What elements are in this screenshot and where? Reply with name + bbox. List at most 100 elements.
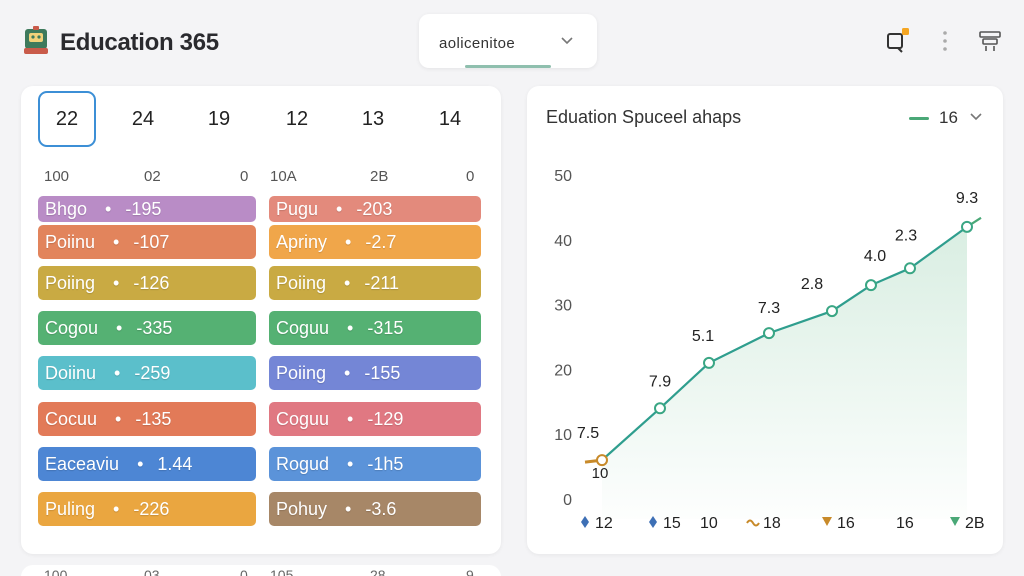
pill-separator: • xyxy=(347,454,354,474)
pill-name: Pohuy xyxy=(276,499,328,519)
chart-title: Eduation Spuceel ahaps xyxy=(546,107,742,127)
column-header: 03 xyxy=(144,567,160,576)
pill-separator: • xyxy=(336,199,343,219)
pill-name: Poiinu xyxy=(45,232,96,252)
settings-icon[interactable] xyxy=(978,28,1002,54)
dropdown-underline xyxy=(465,65,551,68)
legend-label: 16 xyxy=(939,108,958,127)
column-header: 2B xyxy=(370,168,389,185)
pill-value: -203 xyxy=(356,199,393,219)
column-header: 9 xyxy=(466,567,474,576)
data-label: 2.8 xyxy=(801,276,823,293)
data-pill[interactable]: Coguu • -315 xyxy=(269,311,481,345)
data-point xyxy=(654,402,666,415)
data-pill[interactable]: Coguu • -129 xyxy=(269,402,481,436)
y-tick-label: 20 xyxy=(554,362,572,379)
data-pill[interactable]: Cogou • -335 xyxy=(38,311,256,345)
pill-value: -2.7 xyxy=(365,232,397,252)
number-tab-2[interactable]: 24 xyxy=(131,108,155,130)
data-pill[interactable]: Rogud • -1h5 xyxy=(269,447,481,481)
y-tick-label: 10 xyxy=(554,427,572,444)
legend-value: 16 xyxy=(837,515,855,532)
data-pill[interactable]: Eaceaviu • 1.44 xyxy=(38,447,256,481)
legend-marker xyxy=(746,519,760,527)
logo-icon xyxy=(24,26,48,54)
data-point xyxy=(703,356,715,369)
legend-marker xyxy=(581,516,589,528)
y-tick-label: 50 xyxy=(554,168,572,185)
pill-name: Cocuu xyxy=(45,409,98,429)
legend-value: 18 xyxy=(763,515,781,532)
data-pill[interactable]: Doiinu • -259 xyxy=(38,356,256,390)
pill-value: -335 xyxy=(136,318,173,338)
column-header: 100 xyxy=(44,168,70,185)
data-pill[interactable]: Cocuu • -135 xyxy=(38,402,256,436)
data-pill[interactable]: Poiing • -155 xyxy=(269,356,481,390)
pill-separator: • xyxy=(114,363,121,383)
data-pill[interactable]: Poiing • -126 xyxy=(38,266,256,300)
data-point xyxy=(596,454,608,467)
series-dropdown[interactable]: 16 xyxy=(909,106,989,130)
pill-name: Puling xyxy=(45,499,96,519)
data-point xyxy=(763,327,775,340)
data-label: 5.1 xyxy=(692,328,714,345)
column-header: 100 xyxy=(44,567,68,576)
data-point xyxy=(826,305,838,318)
pill-value: -1h5 xyxy=(367,454,404,474)
pill-name: Rogud xyxy=(276,454,330,474)
pill-value: -259 xyxy=(134,363,171,383)
number-tab-3[interactable]: 19 xyxy=(207,108,231,130)
pill-separator: • xyxy=(345,499,352,519)
legend-value: 12 xyxy=(595,515,613,532)
data-pill[interactable]: Puling • -226 xyxy=(38,492,256,526)
more-vertical-icon[interactable] xyxy=(933,28,957,54)
number-tab-1[interactable]: 22 xyxy=(38,91,96,147)
data-pill[interactable]: Apriny • -2.7 xyxy=(269,225,481,259)
pill-separator: • xyxy=(105,199,112,219)
pill-separator: • xyxy=(116,318,123,338)
app-title: Education 365 xyxy=(60,29,219,56)
pill-separator: • xyxy=(347,409,354,429)
pill-separator: • xyxy=(115,409,122,429)
number-tab-4[interactable]: 12 xyxy=(285,108,309,130)
pill-separator: • xyxy=(345,232,352,252)
data-pill[interactable]: Pugu • -203 xyxy=(269,196,481,222)
area-fill xyxy=(602,226,967,519)
legend-value: 16 xyxy=(896,515,914,532)
pill-separator: • xyxy=(113,232,120,252)
pill-name: Poiing xyxy=(45,273,96,293)
data-point xyxy=(961,220,973,233)
pill-name: Coguu xyxy=(276,409,330,429)
number-tab-5[interactable]: 13 xyxy=(361,108,385,130)
column-header: 0 xyxy=(466,168,475,185)
data-pill[interactable]: Bhgo • -195 xyxy=(38,196,256,222)
pill-value: -155 xyxy=(364,363,401,383)
data-pill[interactable]: Poiinu • -107 xyxy=(38,225,256,259)
pill-value: -135 xyxy=(135,409,172,429)
pill-name: Cogou xyxy=(45,318,99,338)
pill-separator: • xyxy=(344,363,351,383)
chart-panel: 50 40 30 20 10 0 7.5 7.9 5.1 7.3 2.8 4.0 2.3 9.3 10 12 1… xyxy=(527,86,1003,554)
pill-separator: • xyxy=(344,273,351,293)
pill-name: Poiing xyxy=(276,363,327,383)
y-tick-label: 40 xyxy=(554,233,572,250)
pill-value: -315 xyxy=(367,318,404,338)
chevron-down-icon xyxy=(561,37,573,45)
legend-marker xyxy=(649,516,657,528)
line-chart: 50 40 30 20 10 0 7.5 7.9 5.1 7.3 2.8 4.0 2.3 9.3 10 12 1… xyxy=(554,168,984,532)
pill-name: Bhgo xyxy=(45,199,88,219)
dropdown-label: aolicenitoe xyxy=(439,35,516,52)
data-label: 7.5 xyxy=(577,425,599,442)
view-dropdown[interactable]: aolicenitoe xyxy=(419,14,597,68)
pill-separator: • xyxy=(137,454,144,474)
number-tab-6[interactable]: 14 xyxy=(438,108,462,130)
pill-name: Pugu xyxy=(276,199,319,219)
data-label: 9.3 xyxy=(956,190,978,207)
legend-value: 15 xyxy=(663,515,681,532)
data-pill[interactable]: Pohuy • -3.6 xyxy=(269,492,481,526)
data-point xyxy=(904,262,916,275)
legend-swatch xyxy=(909,117,929,120)
notification-icon[interactable] xyxy=(886,28,910,54)
secondary-grid-panel: 100 03 0 105 28 9 xyxy=(21,565,501,576)
data-pill[interactable]: Poiing • -211 xyxy=(269,266,481,300)
